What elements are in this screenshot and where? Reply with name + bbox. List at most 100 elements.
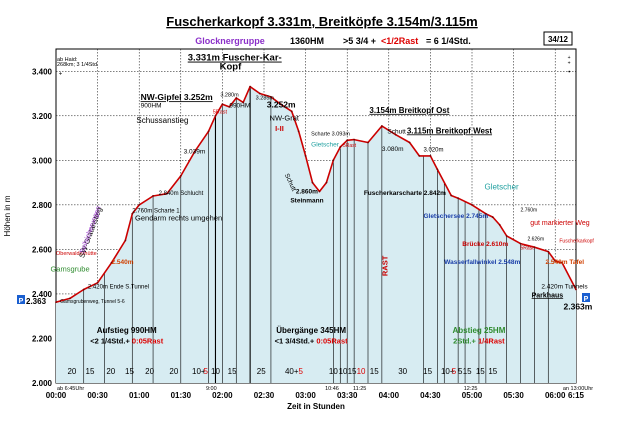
x-axis-ticks: 00:00 00:30 01:00 01:30 02:00 02:30 03:00 03:30… [46,391,585,400]
y-tick-label: 3.000 [32,156,53,165]
profile-point [491,216,494,219]
profile-point [228,105,231,108]
annotation-label: I-II [275,124,284,133]
annotation-label: 3.080m [382,146,404,153]
parking-icon-right-label: P [584,296,589,303]
annotation-label: 2.540m Tafel [545,259,584,266]
y-tick-label: 3.400 [32,67,53,76]
x-tick-label: 06:00 [545,391,566,400]
profile-point [110,261,113,264]
profile-point [68,297,71,300]
segment-duration: 15 [463,367,472,376]
segment-duration: 40+ [285,367,299,376]
annotation-label: 2.860m [296,189,318,196]
annotation-label: 2.420m Tunnels [541,283,588,290]
segment-duration: 5 [204,367,209,376]
profile-point [533,246,536,249]
annotation-label: Gletschersee 2.745m [423,213,488,220]
segment-durations: 20 15 20 15 20 20 10+5 10 15 25 40+ 5 10 10 15 10 15 30 15… [67,367,497,376]
annotation-label: Brücke 2.610m [462,241,508,248]
section-time: <1 3/4Std.+ 0:05Rast [275,337,348,346]
annotation-label: Wasserfallwinkel 2.548m [444,259,520,266]
profile-point [498,224,501,226]
annotations: ab Haid:268km; 3 1/4Std. 3.331m Fuscher-K… [50,53,594,312]
segment-duration: 15 [125,367,134,376]
profile-point [346,139,349,142]
annotation-label: 3.115m Breitkopf West [407,126,493,135]
profile-point [96,281,99,284]
segment-duration: 5 [452,367,457,376]
profile-point [138,203,141,206]
annotation-label: NW-Grat [270,114,300,123]
annotation-label: 2.540m [111,259,133,266]
profile-point [242,101,245,104]
segment-duration: 15 [228,367,237,376]
segment-duration: 15 [476,367,485,376]
annotation-label: 3.285m [256,96,275,102]
segment-duration: 10+ [441,367,455,376]
subtitle-hm: 1360HM [290,36,324,46]
parking-icon-right [582,293,590,302]
annotation-label: Schutt [387,128,406,135]
section-time-value: <1 3/4Std.+ [275,337,317,346]
profile-point [471,203,473,206]
subtitle-time-b: = 6 1/4Std. [426,36,471,46]
x-axis-label: Zeit in Stunden [287,402,345,411]
profile-point [279,103,282,106]
profile-point [339,146,342,148]
profile-point [290,110,293,113]
segment-lines [83,86,549,383]
annotation-label: 5Rast [213,110,228,116]
annotation-label: Scharte 3.093m [311,132,350,138]
segment-duration: 15 [423,367,432,376]
profile-point [436,168,439,171]
page-badge-box [543,31,573,46]
annotation-label: Kopf [220,61,242,72]
profile-point [429,154,432,157]
segment-duration: 15 [348,367,357,376]
section-time: 2Std.+ 1/4Rast [453,337,505,346]
x-tick-label: 6:15 [568,391,585,400]
y-tick-label: 3.200 [32,112,53,121]
annotation-label: Gletscher [311,141,340,148]
profile-point [547,250,550,253]
profile-point [258,92,261,95]
y-axis-label: Höhen in m [3,195,12,236]
annotation-label: Oberwalderhütte [56,251,97,257]
profile-point [554,260,557,262]
profile-point [235,97,238,99]
profile-point [561,261,564,264]
annotation-label: 3.020m [423,148,443,154]
profile-fill [56,86,576,383]
annotation-label: + [568,69,571,75]
x-tick-label: 00:00 [46,391,67,400]
x-tick-label: 03:30 [337,391,358,400]
y-tick-label: 2.600 [32,245,53,254]
profile-point [179,175,182,177]
profile-point [152,195,154,197]
profile-point [332,159,335,162]
annotation-label: Gamsgrube [50,265,89,274]
annotation-label: Gendarm rechts umgehen [135,213,222,222]
subtitle-group: Glocknergruppe [195,36,265,46]
section-rast-value: 1/4Rast [478,337,505,346]
segment-duration: 15 [86,367,95,376]
annotation-label: 268km; 3 1/4Std. [57,62,99,68]
x-tick-label: 05:00 [462,391,483,400]
segment-duration: 10 [339,367,348,376]
profile-point [297,130,300,133]
profile-point [519,242,522,245]
profile-area [56,86,576,383]
section-rast-value: 0:05Rast [132,337,164,346]
annotation-label: gut markierter Weg [530,220,589,227]
annotation-label: Gamsgrubenweg, Tunnel 5-6 [60,299,125,305]
annotation-label: 2.760m Scharte 1 [132,209,180,215]
profile-point [193,150,196,153]
profile-point [270,95,272,98]
profile-point [55,301,57,304]
annotation-label: Steinmann [290,198,323,205]
x-tick-label: 05:30 [503,391,524,400]
start-altitude: 2.363 [26,297,47,306]
segment-duration: 10+ [192,367,206,376]
profile-point [318,190,321,193]
